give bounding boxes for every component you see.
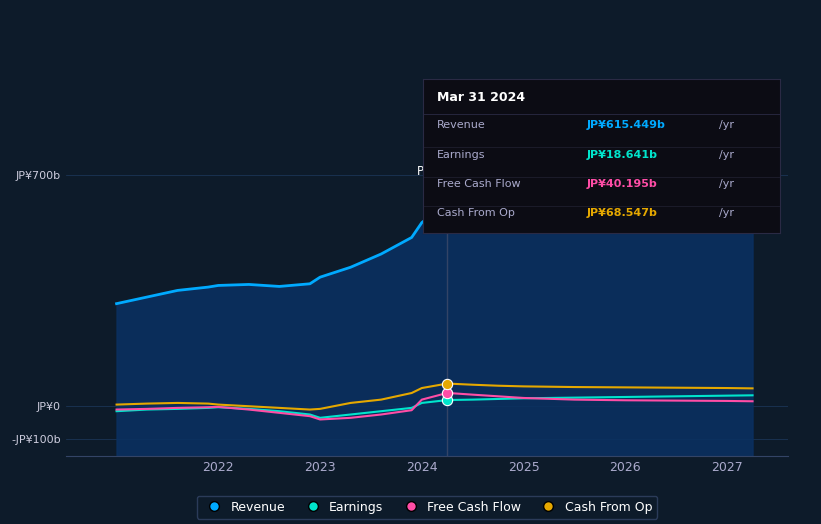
Text: JP¥615.449b: JP¥615.449b (587, 121, 666, 130)
Text: /yr: /yr (719, 209, 734, 219)
Text: Analysts Forecasts: Analysts Forecasts (460, 165, 569, 178)
Text: Past: Past (416, 165, 441, 178)
Text: /yr: /yr (719, 121, 734, 130)
Text: Revenue: Revenue (437, 121, 486, 130)
Text: /yr: /yr (719, 179, 734, 189)
Text: JP¥18.641b: JP¥18.641b (587, 150, 658, 160)
Point (441, 199, 454, 207)
Text: JP¥68.547b: JP¥68.547b (587, 209, 658, 219)
Text: /yr: /yr (719, 150, 734, 160)
Text: Earnings: Earnings (437, 150, 485, 160)
Point (441, 389, 454, 397)
Text: Free Cash Flow: Free Cash Flow (437, 179, 521, 189)
Text: Mar 31 2024: Mar 31 2024 (437, 91, 525, 104)
Text: Cash From Op: Cash From Op (437, 209, 515, 219)
Text: JP¥40.195b: JP¥40.195b (587, 179, 658, 189)
Point (441, 379, 454, 388)
Legend: Revenue, Earnings, Free Cash Flow, Cash From Op: Revenue, Earnings, Free Cash Flow, Cash … (197, 496, 657, 519)
Point (441, 396, 454, 404)
